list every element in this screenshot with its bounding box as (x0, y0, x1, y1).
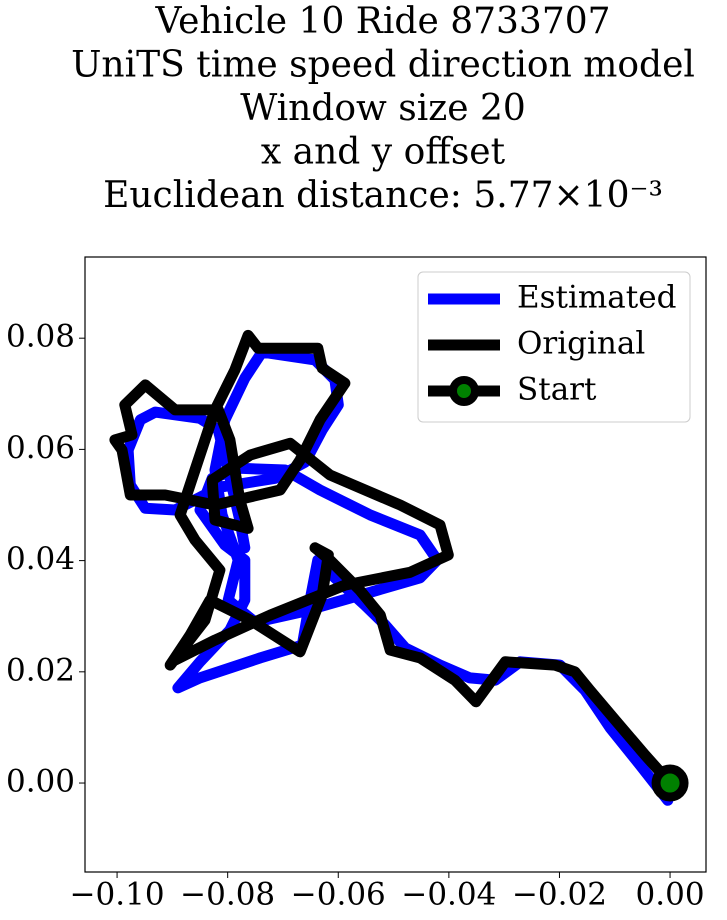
title-line: Vehicle 10 Ride 8733707 (154, 1, 610, 42)
axes-frame (84, 256, 707, 873)
y-tick-label: 0.06 (6, 430, 75, 466)
legend-label: Estimated (517, 280, 676, 316)
y-tick-label: 0.08 (6, 319, 75, 355)
y-tick-label: 0.02 (6, 652, 75, 688)
title-line: x and y offset (261, 132, 506, 173)
title-line: Window size 20 (240, 88, 526, 129)
title-line: UniTS time speed direction model (71, 45, 695, 86)
legend-label: Start (517, 372, 597, 408)
x-tick-label: −0.10 (70, 877, 165, 913)
x-tick-label: −0.06 (291, 877, 386, 913)
x-tick-label: −0.08 (180, 877, 275, 913)
title-line: Euclidean distance: 5.77×10⁻³ (103, 175, 663, 216)
legend-box (417, 271, 691, 423)
y-tick-label: 0.00 (6, 764, 75, 800)
axes: −0.10 −0.08 −0.06 −0.04 −0.02 0.00 0.00 0.02 0.0… (6, 319, 705, 913)
x-tick-label: 0.00 (636, 877, 705, 913)
legend-label: Original (517, 326, 645, 362)
x-tick-label: −0.02 (512, 877, 607, 913)
plot-area (109, 329, 689, 806)
x-tick-label: −0.04 (401, 877, 496, 913)
legend-marker (449, 376, 479, 406)
start-marker (651, 764, 689, 802)
y-tick-label: 0.04 (6, 541, 75, 577)
trajectory-line (109, 329, 676, 789)
legend: Estimated Original Start (417, 271, 691, 423)
